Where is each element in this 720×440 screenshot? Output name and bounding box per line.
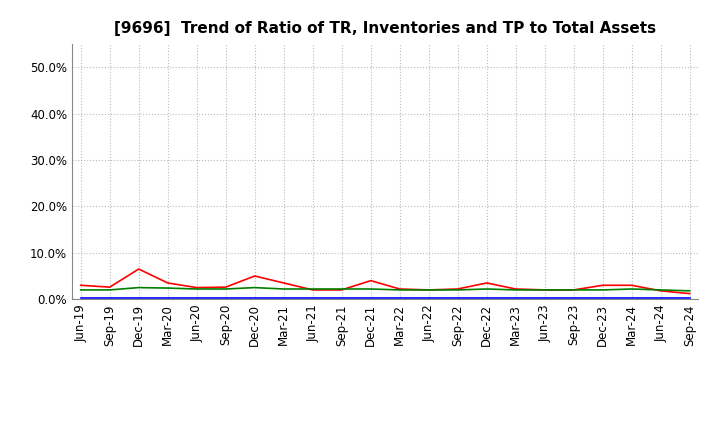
Inventories (221, 295, 230, 301)
Trade Receivables (251, 273, 259, 279)
Inventories (251, 295, 259, 301)
Trade Payables (395, 287, 404, 293)
Trade Receivables (657, 288, 665, 293)
Trade Receivables (511, 286, 520, 292)
Legend: Trade Receivables, Inventories, Trade Payables: Trade Receivables, Inventories, Trade Pa… (170, 438, 600, 440)
Trade Payables (570, 287, 578, 293)
Trade Payables (541, 287, 549, 293)
Trade Receivables (163, 280, 172, 286)
Trade Receivables (221, 285, 230, 290)
Trade Receivables (192, 285, 201, 290)
Inventories (685, 295, 694, 301)
Trade Payables (454, 287, 462, 293)
Inventories (308, 295, 317, 301)
Trade Payables (338, 286, 346, 292)
Inventories (192, 295, 201, 301)
Trade Receivables (279, 280, 288, 286)
Trade Payables (163, 286, 172, 291)
Inventories (279, 295, 288, 301)
Trade Receivables (685, 291, 694, 296)
Trade Payables (657, 287, 665, 293)
Trade Payables (76, 287, 85, 293)
Trade Receivables (135, 266, 143, 271)
Trade Receivables (366, 278, 375, 283)
Trade Payables (424, 287, 433, 293)
Inventories (338, 295, 346, 301)
Trade Receivables (308, 287, 317, 293)
Inventories (657, 295, 665, 301)
Trade Receivables (338, 287, 346, 293)
Trade Receivables (105, 285, 114, 290)
Trade Receivables (454, 286, 462, 292)
Inventories (105, 295, 114, 301)
Trade Receivables (627, 282, 636, 288)
Trade Payables (598, 287, 607, 293)
Inventories (366, 295, 375, 301)
Trade Receivables (424, 287, 433, 293)
Inventories (511, 295, 520, 301)
Inventories (424, 295, 433, 301)
Trade Receivables (598, 282, 607, 288)
Trade Receivables (76, 282, 85, 288)
Trade Payables (308, 286, 317, 292)
Inventories (454, 295, 462, 301)
Trade Receivables (570, 287, 578, 293)
Inventories (627, 295, 636, 301)
Trade Payables (627, 286, 636, 292)
Inventories (541, 295, 549, 301)
Title: [9696]  Trend of Ratio of TR, Inventories and TP to Total Assets: [9696] Trend of Ratio of TR, Inventories… (114, 21, 656, 36)
Trade Payables (279, 286, 288, 292)
Inventories (76, 295, 85, 301)
Inventories (135, 295, 143, 301)
Trade Receivables (395, 286, 404, 292)
Trade Receivables (482, 280, 491, 286)
Inventories (163, 295, 172, 301)
Inventories (598, 295, 607, 301)
Trade Payables (511, 287, 520, 293)
Trade Payables (366, 286, 375, 292)
Trade Payables (105, 287, 114, 293)
Trade Payables (192, 286, 201, 292)
Trade Payables (221, 286, 230, 292)
Trade Payables (251, 285, 259, 290)
Inventories (482, 295, 491, 301)
Line: Trade Payables: Trade Payables (81, 288, 690, 291)
Line: Trade Receivables: Trade Receivables (81, 269, 690, 293)
Inventories (570, 295, 578, 301)
Trade Receivables (541, 287, 549, 293)
Trade Payables (482, 286, 491, 292)
Trade Payables (135, 285, 143, 290)
Inventories (395, 295, 404, 301)
Trade Payables (685, 288, 694, 293)
